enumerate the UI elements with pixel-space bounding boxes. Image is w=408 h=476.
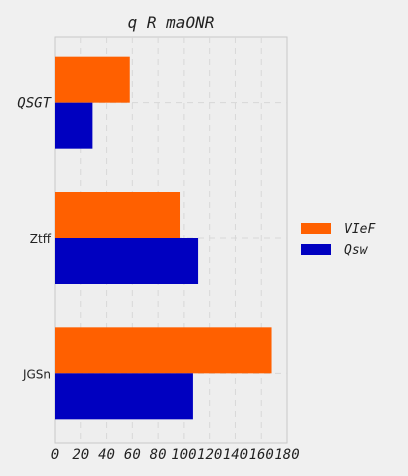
legend-swatch-VIeF [301, 223, 331, 234]
bar-VIeF-QSGT [55, 56, 130, 103]
bar-Qsw-QSGT [55, 102, 93, 149]
x-tick-label: 120 [197, 447, 222, 463]
y-tick-label: Ztff [30, 232, 52, 246]
x-tick-label: 140 [223, 447, 248, 463]
x-tick-label: 180 [274, 447, 299, 463]
chart-title: q R maONR [128, 13, 215, 32]
legend-swatch-Qsw [301, 244, 331, 255]
legend: VIeF Qsw [301, 222, 376, 258]
x-tick-label: 60 [124, 447, 141, 463]
bars [55, 56, 272, 420]
x-tick-label: 80 [150, 447, 167, 463]
legend-label-Qsw: Qsw [344, 243, 369, 258]
x-tick-label: 0 [51, 447, 59, 463]
bar-VIeF-JGSn [55, 327, 272, 374]
bar-Qsw-Ztff [55, 238, 199, 284]
x-tick-label: 40 [98, 447, 115, 463]
y-tick-label: QSGT [17, 96, 52, 112]
x-tick-label: 160 [249, 447, 274, 463]
x-axis-ticks: 0 20 40 60 80 100 120 140 160 180 [51, 447, 300, 463]
legend-label-VIeF: VIeF [344, 222, 376, 237]
y-tick-label: JGSn [22, 367, 51, 381]
x-tick-label: 20 [72, 447, 89, 463]
y-axis-ticks: QSGT Ztff JGSn [17, 96, 52, 382]
bar-Qsw-JGSn [55, 373, 193, 420]
bar-VIeF-Ztff [55, 192, 181, 238]
x-tick-label: 100 [171, 447, 196, 463]
